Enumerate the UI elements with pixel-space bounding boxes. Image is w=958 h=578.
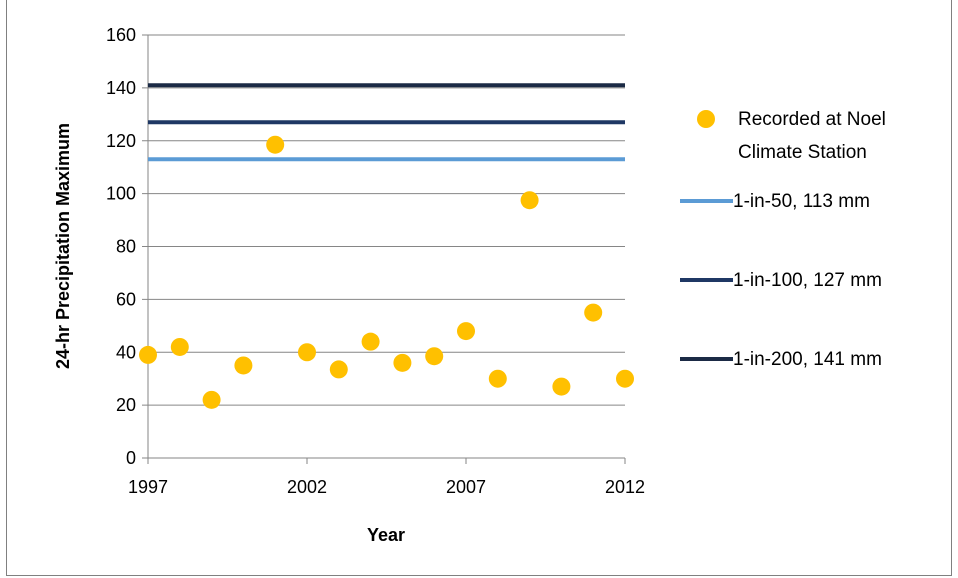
series: [139, 83, 634, 409]
data-point: [425, 347, 444, 366]
data-point: [202, 390, 221, 409]
chart-frame: [6, 0, 952, 576]
y-tick-label: 140: [106, 78, 136, 98]
legend-entry: 1-in-100, 127 mm: [680, 270, 882, 291]
data-point: [393, 353, 412, 372]
data-point: [298, 343, 316, 362]
y-tick-label: 80: [116, 237, 136, 257]
legend-entry: 1-in-200, 141 mm: [680, 349, 882, 370]
x-tick-label: 2002: [287, 477, 327, 497]
data-point: [616, 369, 634, 388]
data-point: [266, 135, 285, 154]
x-tick-label: 1997: [128, 477, 168, 497]
x-tick-label: 2007: [446, 477, 486, 497]
legend-label: 1-in-200, 141 mm: [733, 349, 882, 370]
legend-entry: 1-in-50, 113 mm: [680, 191, 870, 212]
y-tick-label: 40: [116, 342, 136, 362]
x-axis-title: Year: [367, 525, 405, 545]
y-tick-label: 120: [106, 131, 136, 151]
data-point: [234, 356, 253, 375]
legend-marker: [697, 110, 715, 128]
data-point: [584, 303, 603, 322]
data-point: [488, 369, 507, 388]
y-tick-label: 60: [116, 289, 136, 309]
legend-label: Recorded at Noel: [738, 109, 886, 130]
legend: Recorded at Noel Climate Station 1-in-50, …: [680, 109, 886, 370]
legend-label: Climate Station: [738, 142, 867, 163]
y-axis-title: 24-hr Precipitation Maximum: [53, 123, 73, 369]
y-tick-label: 160: [106, 25, 136, 45]
y-tick-label: 100: [106, 184, 136, 204]
gridlines: [148, 34, 625, 406]
data-point: [139, 345, 157, 364]
data-point: [170, 337, 189, 356]
data-point: [457, 322, 475, 341]
y-tick-label: 20: [116, 395, 136, 415]
legend-label: 1-in-50, 113 mm: [733, 191, 870, 212]
legend-entry: Recorded at Noel Climate Station: [697, 109, 886, 163]
x-tick-label: 2012: [605, 477, 645, 497]
data-point: [552, 377, 571, 396]
axes: 0 20 40 60 80 100 120 140 160 1997 2002 2007 2012: [106, 25, 645, 497]
data-point: [520, 191, 539, 210]
legend-label: 1-in-100, 127 mm: [733, 270, 882, 291]
data-point: [329, 360, 348, 379]
data-point: [361, 332, 380, 351]
y-tick-label: 0: [126, 448, 136, 468]
